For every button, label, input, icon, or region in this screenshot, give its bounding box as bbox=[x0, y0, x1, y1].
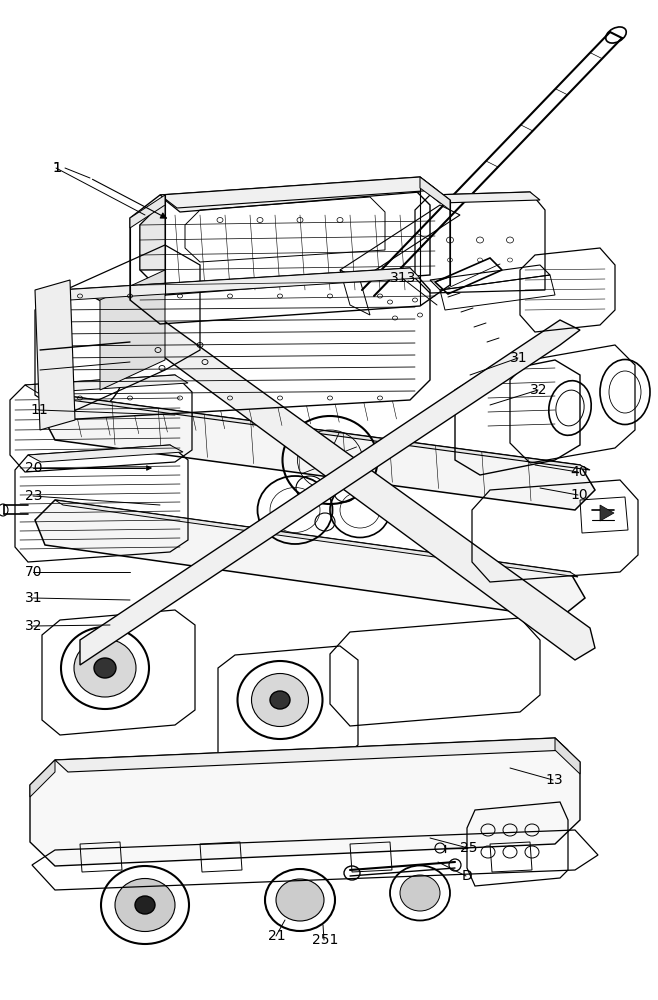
Polygon shape bbox=[140, 200, 165, 270]
Polygon shape bbox=[430, 192, 540, 203]
Text: 251: 251 bbox=[312, 933, 338, 947]
Ellipse shape bbox=[74, 639, 136, 697]
Polygon shape bbox=[30, 738, 580, 866]
Ellipse shape bbox=[94, 658, 116, 678]
Polygon shape bbox=[130, 300, 595, 660]
Text: 32: 32 bbox=[530, 383, 547, 397]
Text: 32: 32 bbox=[25, 619, 43, 633]
Text: 25: 25 bbox=[460, 841, 478, 855]
Text: 13: 13 bbox=[545, 773, 563, 787]
Polygon shape bbox=[130, 195, 165, 228]
Polygon shape bbox=[35, 280, 75, 430]
Text: 40: 40 bbox=[570, 465, 588, 479]
Text: 23: 23 bbox=[25, 489, 43, 503]
Text: 1: 1 bbox=[52, 161, 61, 175]
Ellipse shape bbox=[251, 674, 309, 726]
Polygon shape bbox=[60, 268, 420, 300]
Text: 31: 31 bbox=[25, 591, 43, 605]
Polygon shape bbox=[35, 500, 585, 618]
Ellipse shape bbox=[321, 452, 339, 468]
Polygon shape bbox=[60, 395, 590, 470]
Text: 11: 11 bbox=[30, 403, 48, 417]
Text: 313: 313 bbox=[390, 271, 417, 285]
Polygon shape bbox=[100, 270, 165, 390]
Text: 10: 10 bbox=[570, 488, 588, 502]
Ellipse shape bbox=[276, 879, 324, 921]
Text: 70: 70 bbox=[25, 565, 43, 579]
Polygon shape bbox=[80, 320, 580, 665]
Polygon shape bbox=[42, 395, 595, 510]
Ellipse shape bbox=[135, 896, 155, 914]
Polygon shape bbox=[160, 177, 437, 208]
Polygon shape bbox=[55, 500, 578, 577]
Polygon shape bbox=[165, 180, 420, 212]
Text: 31: 31 bbox=[510, 351, 528, 365]
Polygon shape bbox=[28, 445, 183, 462]
Polygon shape bbox=[30, 760, 55, 797]
Ellipse shape bbox=[115, 879, 175, 932]
Polygon shape bbox=[555, 738, 580, 774]
Text: 21: 21 bbox=[268, 929, 286, 943]
Polygon shape bbox=[600, 505, 614, 521]
Text: D: D bbox=[462, 869, 472, 883]
Polygon shape bbox=[25, 375, 188, 393]
Text: 1: 1 bbox=[52, 161, 61, 175]
Ellipse shape bbox=[270, 691, 290, 709]
Text: 20: 20 bbox=[25, 461, 43, 475]
Ellipse shape bbox=[400, 875, 440, 911]
Polygon shape bbox=[420, 177, 450, 210]
Polygon shape bbox=[55, 738, 568, 772]
Ellipse shape bbox=[288, 504, 302, 516]
